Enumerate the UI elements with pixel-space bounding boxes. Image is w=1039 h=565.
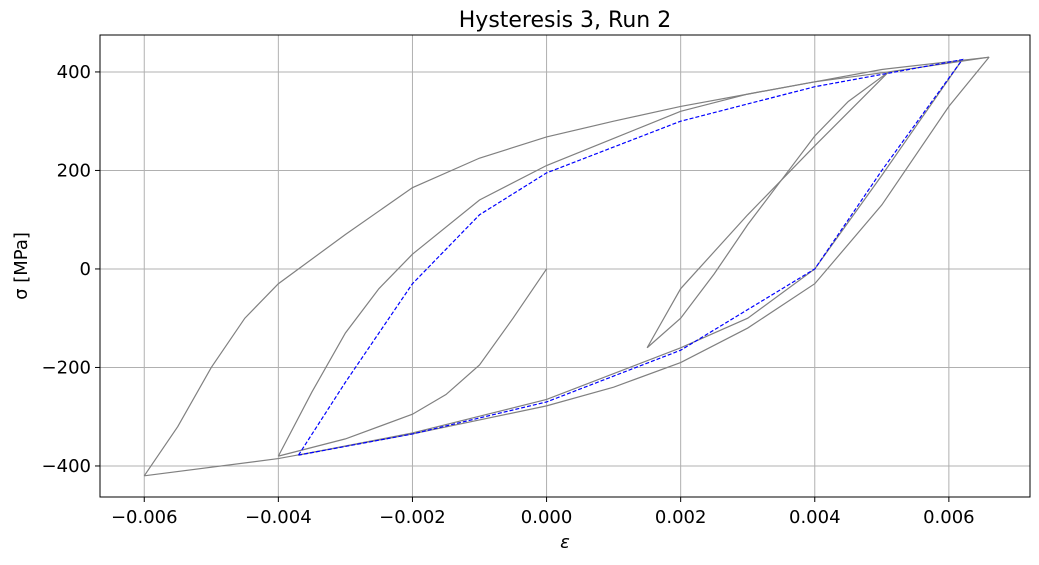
plot-frame <box>99 34 1031 498</box>
data-line <box>298 59 963 456</box>
data-line <box>646 71 889 349</box>
x-tick-label: 0.004 <box>789 507 841 528</box>
data-line <box>278 268 548 457</box>
x-tick-label: 0.000 <box>521 507 573 528</box>
data-line <box>143 56 990 477</box>
y-tick-label: 0 <box>80 259 91 280</box>
x-tick-label: −0.002 <box>379 507 446 528</box>
y-tick-label: −400 <box>42 456 91 477</box>
y-tick-label: 200 <box>57 160 91 181</box>
data-line <box>144 56 990 477</box>
x-tick-label: 0.002 <box>655 507 707 528</box>
x-tick-label: 0.006 <box>923 507 975 528</box>
x-tick-label: −0.004 <box>245 507 312 528</box>
y-tick-label: 400 <box>57 62 91 83</box>
data-line <box>277 71 889 457</box>
chart-title: Hysteresis 3, Run 2 <box>459 8 671 33</box>
y-tick-label: −200 <box>42 357 91 378</box>
data-line <box>646 71 889 349</box>
y-axis-label: σ [MPa] <box>11 232 32 300</box>
x-axis-label: ε <box>560 532 570 553</box>
data-line <box>297 58 964 456</box>
x-tick-label: −0.006 <box>111 507 178 528</box>
